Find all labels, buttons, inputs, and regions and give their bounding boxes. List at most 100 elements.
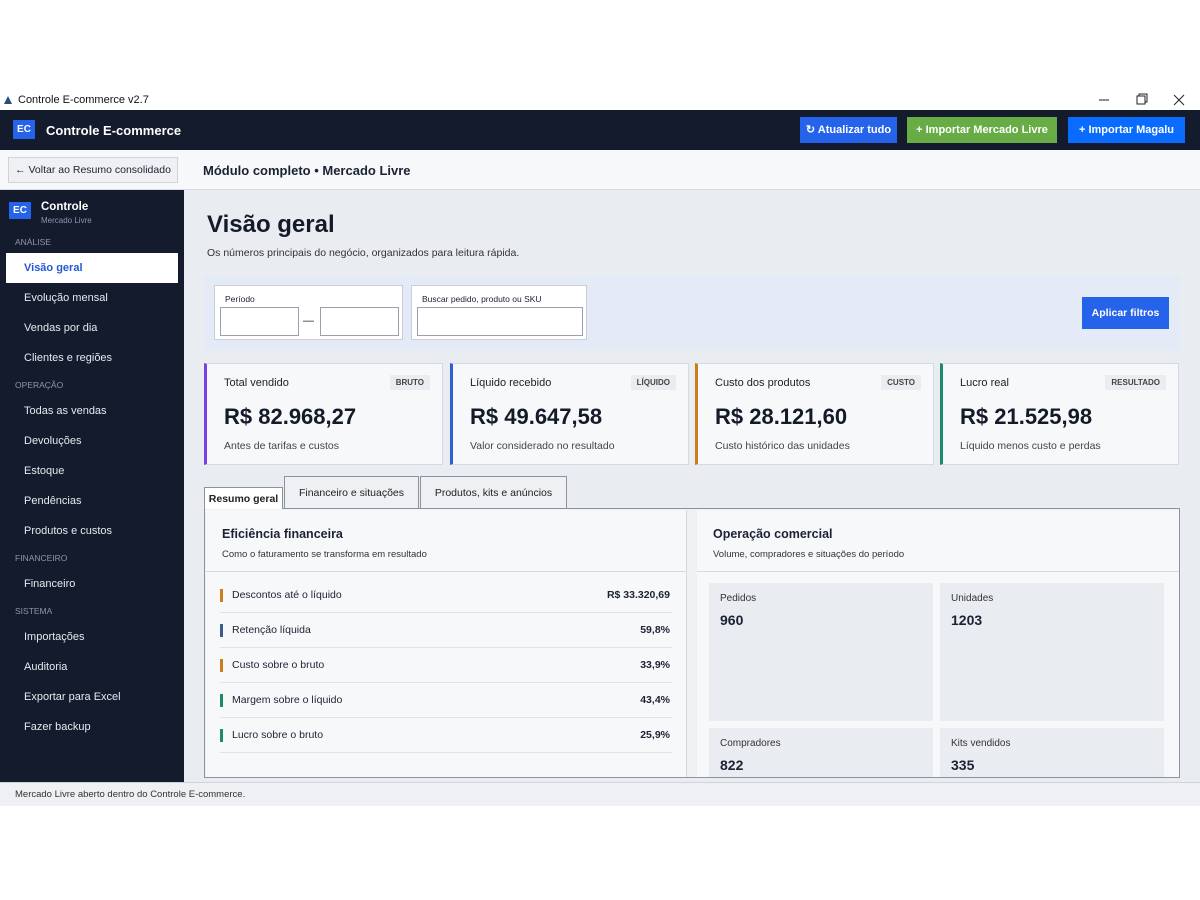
header: EC Controle E-commerce ↻ Atualizar tudo …: [0, 110, 1200, 150]
nav-item[interactable]: Clientes e regiões: [24, 352, 113, 364]
nav-item[interactable]: Financeiro: [24, 578, 76, 590]
nav-item[interactable]: Exportar para Excel: [24, 691, 121, 703]
kpi-title: Lucro real: [960, 377, 1009, 389]
search-group: Buscar pedido, produto ou SKU: [411, 285, 587, 340]
kpi-title: Total vendido: [224, 377, 289, 389]
period-separator: —: [303, 315, 314, 327]
kpi-card: Líquido recebido LÍQUIDO R$ 49.647,58 Valor…: [450, 363, 689, 465]
back-button[interactable]: ← Voltar ao Resumo consolidado: [8, 157, 178, 183]
stat-tile: Unidades 1203: [940, 583, 1164, 721]
efficiency-subtitle: Como o faturamento se transforma em resu…: [222, 549, 427, 560]
filter-panel: Período — Buscar pedido, produto ou SKU …: [204, 276, 1180, 350]
kpi-title: Líquido recebido: [470, 377, 552, 389]
window-title: Controle E-commerce v2.7: [18, 94, 149, 106]
nav-item[interactable]: Evolução mensal: [24, 292, 108, 304]
kpi-value: R$ 28.121,60: [715, 404, 848, 429]
row-accent: [220, 589, 223, 602]
page-subtitle: Os números principais do negócio, organi…: [207, 247, 520, 259]
tab[interactable]: Financeiro e situações: [284, 476, 419, 508]
kpi-value: R$ 49.647,58: [470, 404, 603, 429]
metric-label: Margem sobre o líquido: [232, 694, 343, 706]
refresh-button[interactable]: ↻ Atualizar tudo: [800, 117, 897, 143]
nav-item[interactable]: Todas as vendas: [24, 405, 107, 417]
nav-item[interactable]: Estoque: [24, 465, 65, 477]
stat-value: 822: [720, 757, 744, 773]
page-title: Visão geral: [207, 211, 335, 238]
tab[interactable]: Resumo geral: [204, 487, 283, 509]
sidebar-logo: EC: [9, 202, 31, 219]
sidebar-title: Controle: [41, 201, 89, 213]
kpi-note: Antes de tarifas e custos: [224, 440, 339, 452]
metric-row: Retenção líquida 59,8%: [220, 613, 672, 648]
kpi-badge: CUSTO: [881, 375, 921, 390]
kpi-badge: LÍQUIDO: [630, 375, 676, 390]
row-accent: [220, 694, 223, 707]
kpi-note: Líquido menos custo e perdas: [960, 440, 1101, 452]
nav-item[interactable]: Importações: [24, 631, 85, 643]
metric-value: R$ 33.320,69: [606, 589, 670, 601]
metric-row: Descontos até o líquido R$ 33.320,69: [220, 578, 672, 613]
nav-section-label: OPERAÇÃO: [15, 380, 64, 390]
tab[interactable]: Produtos, kits e anúncios: [420, 476, 567, 508]
sidebar-subtitle: Mercado Livre: [41, 216, 92, 225]
nav-item[interactable]: Vendas por dia: [24, 322, 98, 334]
nav-item[interactable]: Devoluções: [24, 435, 82, 447]
stat-tile: Pedidos 960: [709, 583, 933, 721]
row-accent: [220, 624, 223, 637]
kpi-card: Lucro real RESULTADO R$ 21.525,98 Líquido m…: [940, 363, 1179, 465]
toolbar: ← Voltar ao Resumo consolidado Módulo co…: [0, 150, 1200, 190]
search-input[interactable]: [417, 307, 583, 336]
date-start-input[interactable]: [220, 307, 299, 336]
nav-section-label: SISTEMA: [15, 606, 53, 616]
period-label: Período: [225, 294, 255, 304]
import-ml-button[interactable]: + Importar Mercado Livre: [907, 117, 1057, 143]
row-accent: [220, 659, 223, 672]
stat-label: Compradores: [720, 738, 781, 749]
stat-label: Kits vendidos: [951, 738, 1011, 749]
search-label: Buscar pedido, produto ou SKU: [422, 294, 542, 304]
kpi-note: Custo histórico das unidades: [715, 440, 850, 452]
stat-value: 1203: [951, 612, 983, 628]
metric-value: 25,9%: [640, 729, 670, 741]
metric-value: 43,4%: [640, 694, 670, 706]
period-group: Período —: [214, 285, 403, 340]
stat-label: Unidades: [951, 593, 994, 604]
stat-tile: Kits vendidos 335: [940, 728, 1164, 777]
window-controls[interactable]: [1090, 90, 1200, 110]
stat-label: Pedidos: [720, 593, 757, 604]
metric-label: Descontos até o líquido: [232, 589, 342, 601]
nav-item[interactable]: Visão geral: [6, 253, 178, 283]
operation-subtitle: Volume, compradores e situações do perío…: [713, 549, 905, 560]
metric-row: Custo sobre o bruto 33,9%: [220, 648, 672, 683]
metric-row: Lucro sobre o bruto 25,9%: [220, 718, 672, 753]
nav-item[interactable]: Auditoria: [24, 661, 68, 673]
metric-row: Margem sobre o líquido 43,4%: [220, 683, 672, 718]
logo: EC: [13, 120, 35, 139]
nav-item[interactable]: Produtos e custos: [24, 525, 113, 537]
kpi-badge: RESULTADO: [1105, 375, 1166, 390]
stat-tile: Compradores 822: [709, 728, 933, 777]
kpi-value: R$ 21.525,98: [960, 404, 1093, 429]
title-bar: Controle E-commerce v2.7: [0, 90, 1200, 110]
nav-item[interactable]: Pendências: [24, 495, 82, 507]
app-title: Controle E-commerce: [46, 123, 182, 138]
metric-value: 33,9%: [640, 659, 670, 671]
date-end-input[interactable]: [320, 307, 399, 336]
stat-value: 335: [951, 757, 975, 773]
kpi-value: R$ 82.968,27: [224, 404, 357, 429]
metric-value: 59,8%: [640, 624, 670, 636]
row-accent: [220, 729, 223, 742]
apply-filters-button[interactable]: Aplicar filtros: [1082, 297, 1169, 329]
import-magalu-button[interactable]: + Importar Magalu: [1068, 117, 1185, 143]
main-content: Visão geral Os números principais do neg…: [184, 190, 1200, 782]
kpi-badge: BRUTO: [389, 375, 430, 390]
efficiency-panel: Eficiência financeira Como o faturamento…: [206, 510, 687, 777]
metric-label: Custo sobre o bruto: [232, 659, 325, 671]
kpi-card: Total vendido BRUTO R$ 82.968,27 Antes de t…: [204, 363, 443, 465]
tab-content: Eficiência financeira Como o faturamento…: [204, 508, 1180, 778]
app-icon: [4, 96, 12, 104]
nav-item[interactable]: Fazer backup: [24, 721, 91, 733]
nav-section-label: ANÁLISE: [15, 237, 51, 247]
